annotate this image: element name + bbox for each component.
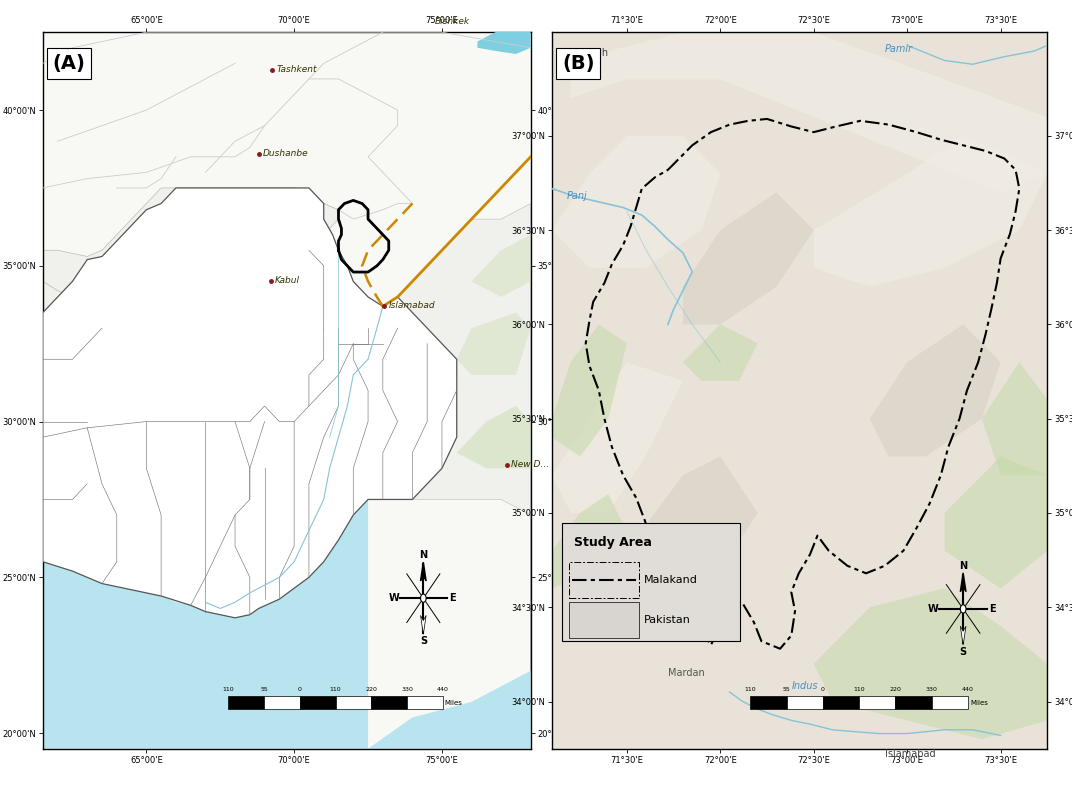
Text: W: W [389, 593, 400, 603]
Text: Mardan: Mardan [668, 668, 704, 679]
FancyBboxPatch shape [562, 523, 741, 641]
Bar [859, 696, 895, 709]
Text: 0: 0 [298, 687, 301, 692]
Text: 55: 55 [783, 687, 790, 692]
Polygon shape [420, 615, 427, 634]
Text: (A): (A) [53, 54, 86, 72]
Text: Indus: Indus [791, 681, 818, 691]
Text: 330: 330 [926, 687, 938, 692]
Text: W: W [928, 604, 939, 614]
Bar [895, 696, 932, 709]
Polygon shape [477, 29, 531, 54]
Text: N: N [959, 561, 967, 571]
Bar [336, 696, 371, 709]
Text: Miles: Miles [970, 700, 987, 706]
Polygon shape [944, 456, 1047, 588]
Polygon shape [552, 362, 683, 513]
Polygon shape [420, 562, 427, 581]
Polygon shape [457, 406, 531, 469]
Bar [750, 696, 787, 709]
Polygon shape [552, 136, 720, 268]
Polygon shape [814, 136, 1047, 287]
Text: Bishkek: Bishkek [434, 17, 470, 26]
Text: 110: 110 [330, 687, 341, 692]
Bar [407, 696, 443, 709]
Polygon shape [814, 588, 1047, 739]
Text: 110: 110 [853, 687, 865, 692]
Text: E: E [989, 604, 996, 614]
Text: Malakand: Malakand [643, 575, 698, 584]
Text: 440: 440 [963, 687, 974, 692]
Text: (B): (B) [562, 54, 595, 72]
Polygon shape [43, 671, 531, 749]
Polygon shape [683, 192, 814, 324]
Text: 220: 220 [890, 687, 902, 692]
Text: 440: 440 [437, 687, 449, 692]
Bar [823, 696, 859, 709]
Polygon shape [472, 235, 531, 297]
Polygon shape [961, 573, 966, 592]
Text: Islamabad: Islamabad [884, 749, 936, 759]
Text: Kabul: Kabul [274, 276, 300, 285]
Polygon shape [43, 188, 457, 617]
Text: Study Area: Study Area [575, 536, 652, 549]
Polygon shape [627, 456, 758, 588]
Polygon shape [982, 362, 1047, 475]
Bar [787, 696, 823, 709]
Text: N: N [419, 550, 428, 560]
Text: Khorugh: Khorugh [567, 48, 608, 58]
Bar [932, 696, 968, 709]
Polygon shape [869, 324, 1000, 456]
Text: Panj: Panj [567, 192, 587, 201]
Polygon shape [43, 188, 339, 328]
Text: 110: 110 [744, 687, 756, 692]
Text: 220: 220 [366, 687, 377, 692]
Bar [228, 696, 264, 709]
Text: E: E [449, 593, 456, 603]
Text: S: S [420, 636, 427, 646]
Text: 0: 0 [821, 687, 824, 692]
Text: New D…: New D… [511, 460, 550, 469]
Text: 330: 330 [401, 687, 413, 692]
Polygon shape [552, 494, 627, 588]
Bar [300, 696, 336, 709]
Polygon shape [683, 324, 758, 381]
Circle shape [961, 605, 966, 613]
Polygon shape [43, 282, 102, 562]
Text: S: S [959, 647, 967, 657]
Text: 110: 110 [222, 687, 234, 692]
Text: Dushanbe: Dushanbe [263, 149, 309, 159]
Bar [371, 696, 407, 709]
Polygon shape [457, 312, 531, 375]
Text: Pamir: Pamir [884, 44, 913, 54]
Polygon shape [570, 32, 1047, 192]
Polygon shape [294, 204, 531, 671]
Bar [264, 696, 300, 709]
Text: Miles: Miles [445, 700, 462, 706]
Circle shape [420, 594, 427, 602]
Polygon shape [552, 324, 627, 456]
Text: Islamabad: Islamabad [389, 301, 435, 310]
FancyBboxPatch shape [569, 602, 639, 638]
Text: Tashkent: Tashkent [277, 65, 317, 74]
Text: Pakistan: Pakistan [643, 615, 690, 625]
Polygon shape [43, 499, 368, 749]
Polygon shape [961, 626, 966, 645]
Text: 55: 55 [260, 687, 268, 692]
